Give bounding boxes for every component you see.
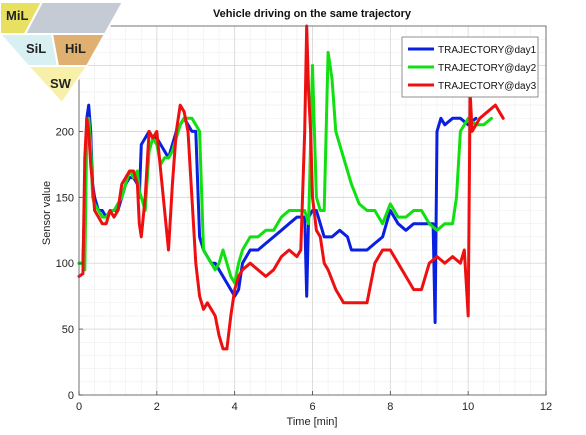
y-tick-label: 50	[62, 324, 74, 336]
series-line-day2	[77, 50, 493, 285]
logo-label-sil: SiL	[26, 41, 46, 56]
logo-bottom-segment	[25, 65, 89, 105]
y-tick-label: 100	[56, 258, 74, 270]
x-tick-label: 2	[154, 401, 160, 413]
x-axis-label: Time [min]	[287, 416, 338, 428]
y-tick-label: 150	[56, 192, 74, 204]
logo-label-mil: MiL	[6, 8, 28, 23]
logo-label-hil: HiL	[65, 41, 86, 56]
x-tick-label: 12	[540, 401, 552, 413]
series-line-day3	[77, 24, 505, 351]
y-tick-label: 0	[68, 390, 74, 402]
logo-label-sw: SW	[50, 76, 72, 91]
series-lines	[77, 24, 505, 351]
x-tick-label: 10	[462, 401, 474, 413]
x-tick-label: 4	[232, 401, 238, 413]
logo-top-right-segment	[23, 1, 125, 35]
x-tick-label: 6	[309, 401, 315, 413]
legend-label-day3: TRAJECTORY@day3	[438, 81, 537, 92]
legend-label-day1: TRAJECTORY@day1	[438, 45, 537, 56]
legend-label-day2: TRAJECTORY@day2	[438, 63, 537, 74]
x-tick-label: 8	[387, 401, 393, 413]
y-tick-label: 200	[56, 126, 74, 138]
hil-sil-logo: MiL SiL HiL SW	[0, 1, 125, 105]
y-axis-label: Sensor value	[41, 181, 53, 245]
legend: TRAJECTORY@day1 TRAJECTORY@day2 TRAJECTORY…	[401, 36, 539, 98]
chart-title: Vehicle driving on the same trajectory	[213, 8, 412, 20]
x-tick-label: 0	[76, 401, 82, 413]
